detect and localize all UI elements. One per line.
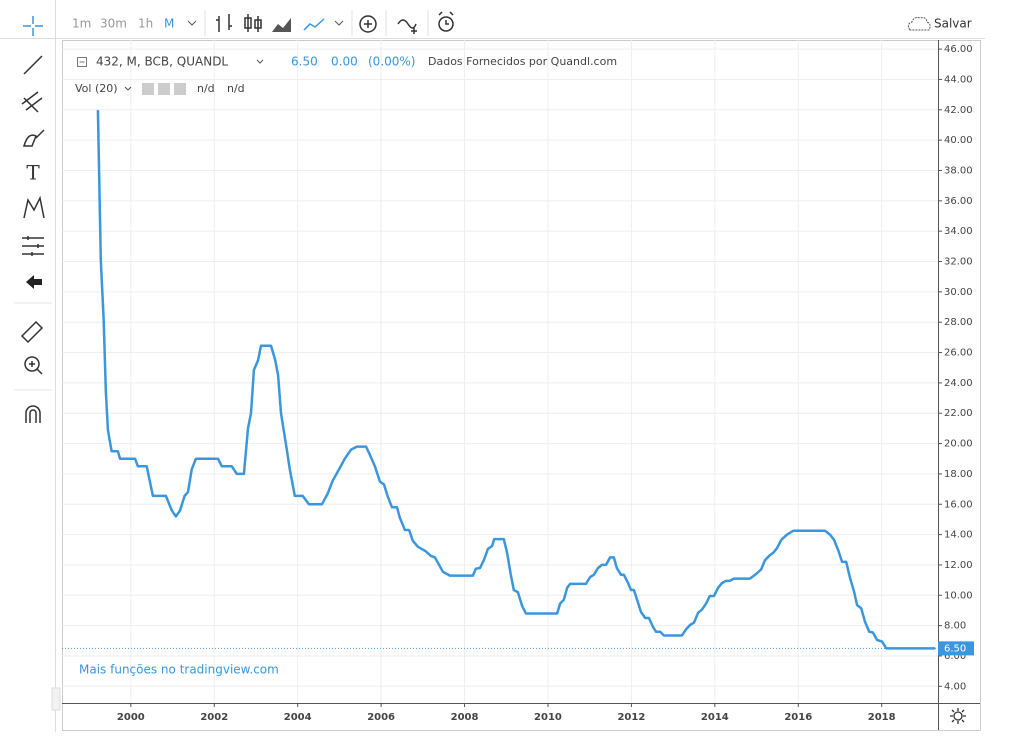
- tradingview-link[interactable]: Mais funções no tradingview.com: [79, 663, 279, 677]
- y-tick-label: 14.00: [944, 530, 973, 541]
- volume-title[interactable]: Vol (20): [75, 82, 118, 95]
- y-tick-label: 12.00: [944, 560, 973, 571]
- chart-type-menu[interactable]: [334, 20, 344, 26]
- top-toolbar: [0, 0, 1023, 38]
- volume-remove[interactable]: [174, 83, 186, 95]
- interval-1h[interactable]: 1h: [138, 17, 153, 31]
- crosshair-tool[interactable]: [23, 16, 43, 36]
- brush-tool[interactable]: [23, 129, 45, 147]
- zoom-tool-detail[interactable]: [29, 361, 43, 375]
- compare-plus[interactable]: [364, 20, 372, 28]
- collapse-handle[interactable]: [51, 687, 61, 711]
- save-button[interactable]: Salvar: [934, 17, 972, 31]
- y-tick-label: 18.00: [944, 469, 973, 480]
- y-tick-label: 40.00: [944, 135, 973, 146]
- collapse-legend[interactable]: [77, 57, 87, 67]
- x-tick-label: 2018: [868, 712, 896, 723]
- interval-1m[interactable]: 1m: [72, 17, 91, 31]
- y-tick-label: 4.00: [944, 681, 966, 692]
- series-title[interactable]: 432, M, BCB, QUANDL: [96, 55, 228, 69]
- last-price-box: [938, 641, 974, 656]
- y-tick-label: 36.00: [944, 196, 973, 207]
- interval-m[interactable]: M: [164, 17, 174, 31]
- y-tick-label: 42.00: [944, 105, 973, 116]
- last-price-label: 6.50: [944, 643, 966, 654]
- series-menu[interactable]: [256, 59, 264, 64]
- series-line: [96, 110, 936, 650]
- last-value: 6.50: [291, 55, 318, 69]
- change-pct: (0.00%): [368, 55, 415, 69]
- settings-icon[interactable]: [953, 711, 963, 721]
- y-tick-label: 20.00: [944, 439, 973, 450]
- x-tick-label: 2004: [284, 712, 312, 723]
- compare-icon[interactable]: [359, 15, 377, 33]
- pattern-tool[interactable]: [23, 195, 45, 219]
- y-tick-label: 30.00: [944, 287, 973, 298]
- y-tick-label: 16.00: [944, 499, 973, 510]
- back-tool[interactable]: [26, 275, 42, 289]
- y-tick-label: 46.00: [944, 44, 973, 55]
- y-tick-label: 6.00: [944, 651, 966, 662]
- magnet-tool[interactable]: [25, 405, 41, 423]
- x-tick-label: 2000: [117, 712, 145, 723]
- x-tick-label: 2002: [200, 712, 228, 723]
- y-tick-label: 38.00: [944, 165, 973, 176]
- volume-ma-value: n/d: [227, 82, 245, 95]
- alert-hands[interactable]: [438, 11, 454, 25]
- interval-menu[interactable]: [187, 20, 197, 26]
- volume-settings[interactable]: [158, 83, 170, 95]
- y-tick-label: 32.00: [944, 257, 973, 268]
- indicators-icon[interactable]: [397, 19, 417, 34]
- y-tick-label: 24.00: [944, 378, 973, 389]
- settings-icon-teeth[interactable]: [950, 708, 966, 724]
- y-tick-label: 44.00: [944, 74, 973, 85]
- alert-icon[interactable]: [438, 16, 454, 32]
- save-icon[interactable]: [907, 17, 931, 31]
- change: 0.00: [331, 55, 358, 69]
- chart-frame: [62, 40, 981, 731]
- text-tool[interactable]: T: [26, 161, 40, 185]
- prediction-tool[interactable]: [22, 236, 44, 256]
- x-tick-label: 2008: [451, 712, 479, 723]
- x-tick-label: 2006: [367, 712, 395, 723]
- area-icon[interactable]: [272, 18, 291, 32]
- x-tick-label: 2012: [617, 712, 645, 723]
- zoom-tool[interactable]: [24, 356, 40, 372]
- interval-30m[interactable]: 30m: [100, 17, 127, 31]
- volume-value: n/d: [197, 82, 215, 95]
- trendline-tool[interactable]: [23, 55, 43, 75]
- plot: 6.50: [62, 110, 974, 656]
- volume-menu[interactable]: [124, 86, 132, 91]
- grid: 4.00 6.00 8.00 10.00 12.00 14.00 16.00 18.00 20.…: [62, 40, 973, 723]
- y-tick-label: 34.00: [944, 226, 973, 237]
- x-tick-label: 2016: [784, 712, 812, 723]
- line-icon[interactable]: [303, 18, 325, 31]
- bars-icon[interactable]: [216, 14, 232, 32]
- volume-visibility[interactable]: [142, 83, 154, 95]
- y-tick-label: 8.00: [944, 621, 966, 632]
- x-tick-label: 2010: [534, 712, 562, 723]
- x-tick-label: 2014: [701, 712, 729, 723]
- fib-tool[interactable]: [21, 91, 43, 113]
- y-tick-label: 22.00: [944, 408, 973, 419]
- data-source: Dados Fornecidos por Quandl.com: [428, 55, 617, 68]
- candles-icon[interactable]: [244, 14, 262, 32]
- ruler-tool[interactable]: [20, 320, 44, 344]
- y-tick-label: 26.00: [944, 348, 973, 359]
- y-tick-label: 28.00: [944, 317, 973, 328]
- y-tick-label: 10.00: [944, 590, 973, 601]
